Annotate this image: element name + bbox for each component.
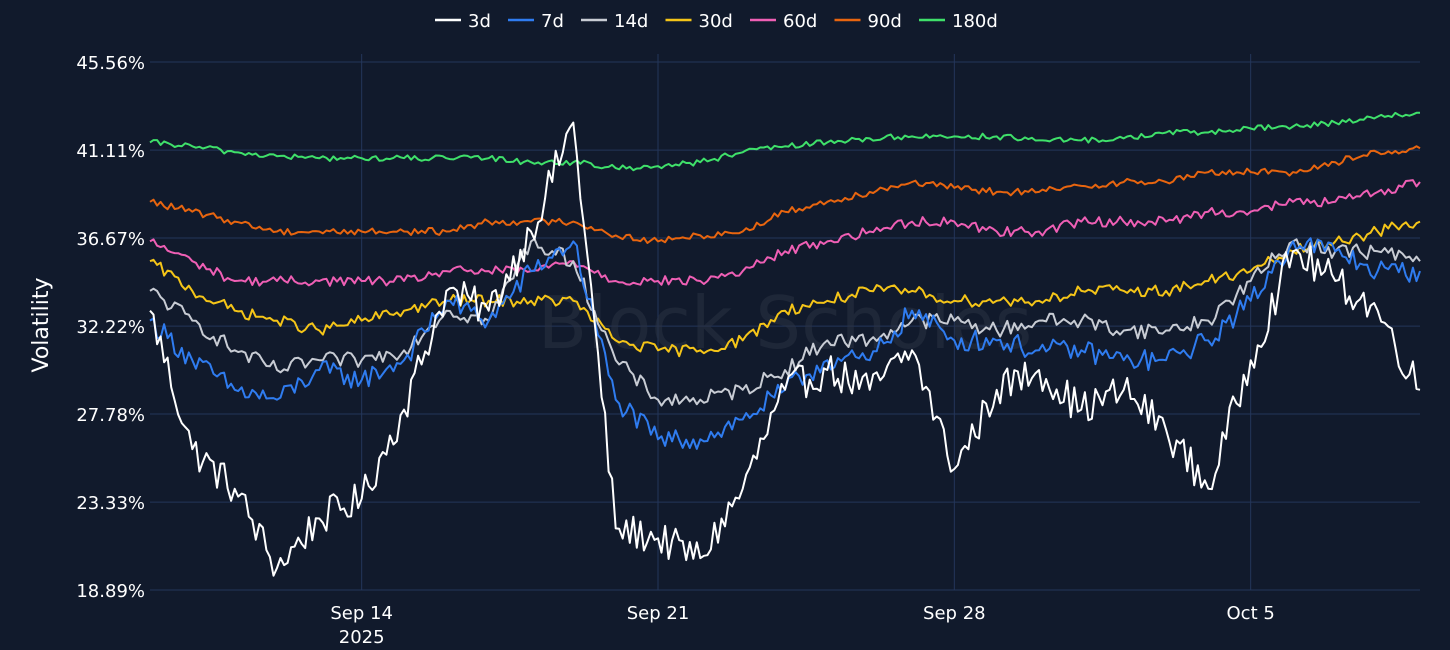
series-lines [149, 111, 1421, 577]
y-tick-label: 32.22% [76, 317, 145, 338]
x-tick-label: Oct 5 [1227, 603, 1275, 624]
legend-label: 3d [468, 11, 491, 32]
grid [150, 54, 1420, 591]
y-tick-label: 36.67% [76, 229, 145, 250]
x-tick-label: Sep 21 [627, 603, 690, 624]
legend-label: 7d [541, 11, 564, 32]
y-axis-title: Volatility [29, 277, 54, 372]
y-tick-label: 41.11% [76, 141, 145, 162]
y-tick-label: 18.89% [76, 581, 145, 602]
y-tick-label: 23.33% [76, 493, 145, 514]
series-line-14d [149, 237, 1421, 407]
legend-label: 90d [868, 11, 902, 32]
legend-item-7d[interactable]: 7d [508, 11, 564, 32]
y-tick-label: 45.56% [76, 53, 145, 74]
x-tick-label: Sep 28 [923, 603, 986, 624]
series-line-30d [149, 220, 1421, 358]
legend-item-60d[interactable]: 60d [750, 11, 817, 32]
x-tick-year-label: 2025 [339, 627, 385, 648]
watermark-text: Block Scholes [538, 281, 1032, 365]
legend-label: 14d [614, 11, 648, 32]
legend-item-90d[interactable]: 90d [834, 11, 902, 32]
series-line-90d [149, 145, 1421, 244]
y-axis-ticks: 45.56% 41.11% 36.67% 32.22% 27.78% 23.33% 18.8… [76, 53, 145, 602]
series-line-180d [149, 111, 1421, 172]
series-line-3d [149, 121, 1421, 577]
legend[interactable]: 3d 7d 14d 30d 60d 90d 180d [435, 11, 998, 32]
series-line-60d [149, 179, 1421, 287]
legend-item-3d[interactable]: 3d [435, 11, 491, 32]
legend-item-180d[interactable]: 180d [919, 11, 998, 32]
y-tick-label: 27.78% [76, 405, 145, 426]
legend-item-14d[interactable]: 14d [581, 11, 648, 32]
legend-label: 30d [699, 11, 733, 32]
x-tick-label: Sep 14 [330, 603, 393, 624]
x-axis-ticks: Sep 14 2025 Sep 21 Sep 28 Oct 5 [330, 603, 1274, 648]
legend-label: 180d [952, 11, 998, 32]
legend-item-30d[interactable]: 30d [665, 11, 733, 32]
legend-label: 60d [783, 11, 817, 32]
